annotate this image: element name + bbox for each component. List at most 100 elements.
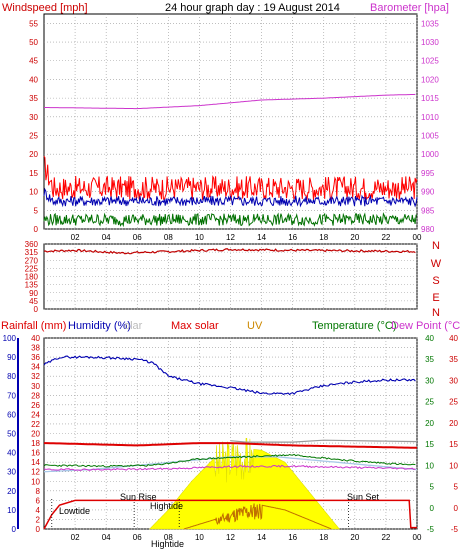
temperature-tick: 20: [425, 419, 434, 428]
x-tick: 02: [71, 533, 80, 542]
rainfall-tick: 26: [31, 401, 40, 410]
dewpoint-tick: 35: [449, 355, 458, 364]
series-dew-point-line: [43, 464, 416, 471]
rainfall-tick: 20: [31, 430, 40, 439]
series-gust-line: [43, 155, 418, 201]
dewpoint-tick: 40: [449, 334, 458, 343]
rainfall-axis-title: Rainfall (mm): [1, 320, 66, 332]
temperature-tick: 10: [425, 461, 434, 470]
barometer-tick: 1025: [421, 57, 439, 66]
windspeed-tick: 20: [29, 150, 38, 159]
humidity-tick: 20: [7, 487, 16, 496]
barometer-tick: 995: [421, 169, 435, 178]
rainfall-tick: 32: [31, 372, 40, 381]
solar-label: olar: [124, 320, 143, 332]
barometer-tick: 985: [421, 206, 435, 215]
x-tick: 18: [319, 533, 328, 542]
compass-label: W: [431, 258, 442, 270]
dewpoint-tick: 25: [449, 398, 458, 407]
temperature-axis-title: Temperature (°C): [312, 320, 396, 332]
temperature-tick: 25: [425, 398, 434, 407]
grey-line: [230, 439, 418, 443]
series-rainfall-line: [43, 499, 417, 530]
x-tick: 12: [226, 533, 235, 542]
uv-label: UV: [247, 320, 263, 332]
windspeed-tick: 35: [29, 94, 38, 103]
humidity-tick: 70: [7, 391, 16, 400]
humidity-tick: 10: [7, 506, 16, 515]
temperature-tick: 30: [425, 376, 434, 385]
direction-tick: 90: [29, 289, 38, 298]
x-tick: 10: [195, 233, 204, 242]
x-tick: 04: [102, 233, 111, 242]
direction-tick: 135: [25, 281, 39, 290]
series-temperature-line: [43, 453, 416, 468]
dewpoint-tick: 15: [449, 440, 458, 449]
humidity-tick: 40: [7, 449, 16, 458]
x-tick: 06: [133, 233, 142, 242]
dewpoint-tick: 20: [449, 419, 458, 428]
rainfall-tick: 38: [31, 344, 40, 353]
series-humidity-line: [43, 355, 416, 396]
rainfall-tick: 36: [31, 353, 40, 362]
barometer-tick: 990: [421, 188, 435, 197]
rainfall-tick: 28: [31, 391, 40, 400]
rainfall-tick: 10: [31, 477, 40, 486]
x-tick: 00: [413, 533, 422, 542]
compass-label: E: [432, 292, 439, 304]
direction-tick: 0: [34, 305, 39, 314]
max-solar-label: Max solar: [171, 320, 219, 332]
wind-barometer-panel: 0510152025303540455055980985990995100010…: [29, 13, 439, 242]
humidity-tick: 0: [12, 525, 17, 534]
x-tick: 20: [350, 233, 359, 242]
rainfall-tick: 16: [31, 449, 40, 458]
humidity-tick: 50: [7, 430, 16, 439]
x-tick: 12: [226, 233, 235, 242]
hightide2-label: Hightide: [151, 539, 184, 549]
windspeed-tick: 40: [29, 75, 38, 84]
x-tick: 14: [257, 533, 266, 542]
barometer-tick: 1015: [421, 94, 439, 103]
temperature-tick: 15: [425, 440, 434, 449]
dewpoint-tick: 10: [449, 461, 458, 470]
sunrise-label: Sun Rise: [120, 492, 157, 502]
rainfall-tick: 6: [36, 496, 41, 505]
rainfall-tick: 0: [36, 525, 41, 534]
dew-point-axis-title: Dew Point (°C): [391, 320, 460, 332]
rainfall-tick: 4: [36, 506, 41, 515]
rain-temp-solar-panel: 0246810121416182022242628303234363840010…: [3, 334, 459, 542]
rainfall-tick: 40: [31, 334, 40, 343]
x-tick: 08: [164, 233, 173, 242]
compass-label: N: [432, 240, 440, 252]
dewpoint-tick: 30: [449, 376, 458, 385]
chart-title: 24 hour graph day : 19 August 2014: [165, 2, 340, 14]
compass-label: S: [432, 275, 439, 287]
humidity-tick: 100: [3, 334, 17, 343]
x-tick: 08: [164, 533, 173, 542]
x-tick: 02: [71, 233, 80, 242]
windspeed-tick: 5: [34, 206, 39, 215]
sunset-label: Sun Set: [347, 492, 380, 502]
barometer-tick: 1000: [421, 150, 439, 159]
barometer-tick: 1005: [421, 132, 439, 141]
direction-tick: 180: [25, 273, 39, 282]
dewpoint-tick: 5: [454, 483, 459, 492]
barometer-tick: 980: [421, 225, 435, 234]
barometer-tick: 1030: [421, 38, 439, 47]
x-tick: 22: [381, 533, 390, 542]
series-average-line: [43, 187, 418, 208]
rainfall-tick: 22: [31, 420, 40, 429]
windspeed-tick: 45: [29, 57, 38, 66]
temperature-tick: 5: [430, 483, 435, 492]
x-tick: 16: [288, 533, 297, 542]
rainfall-tick: 8: [36, 487, 41, 496]
humidity-tick: 60: [7, 410, 16, 419]
x-tick: 14: [257, 233, 266, 242]
x-tick: 00: [413, 233, 422, 242]
windspeed-tick: 50: [29, 38, 38, 47]
series-direction-line: [43, 248, 416, 255]
series-low-line: [43, 212, 418, 228]
series-light-blue-line: [43, 456, 418, 473]
